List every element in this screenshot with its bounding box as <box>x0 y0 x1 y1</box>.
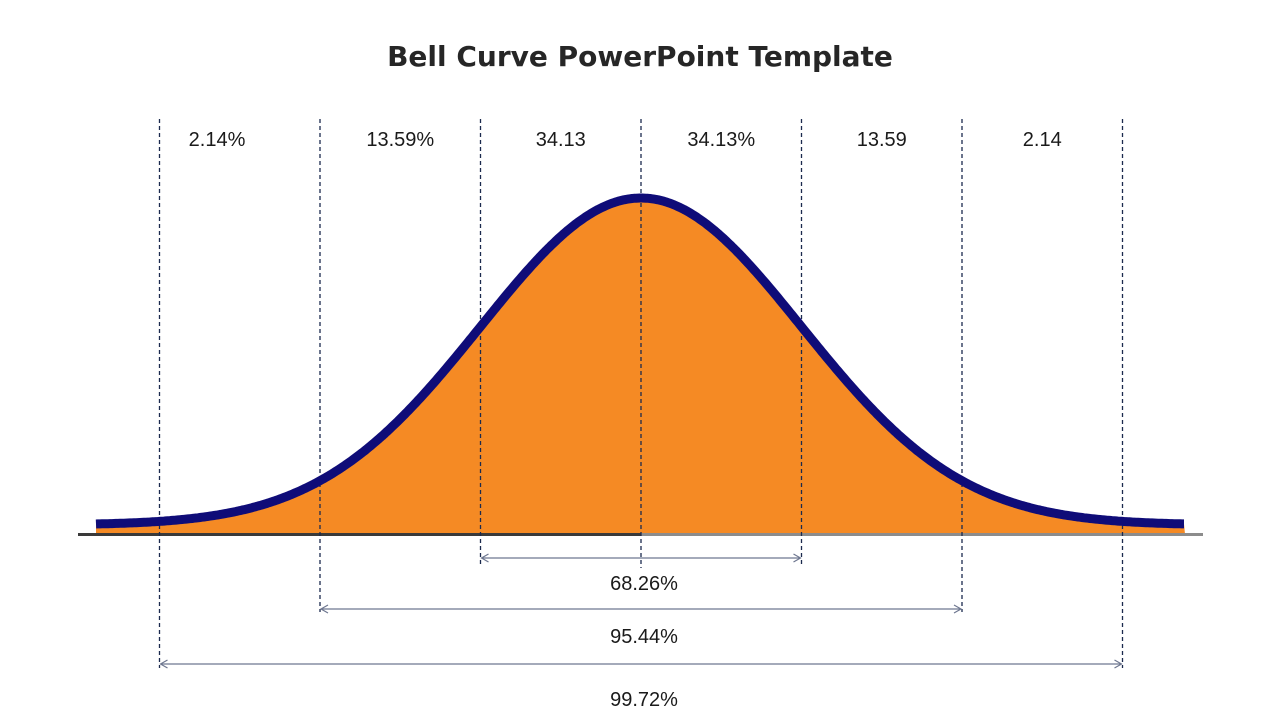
range-arrowhead-left <box>159 659 168 669</box>
segment-label: 2.14 <box>1023 129 1062 151</box>
segment-label: 34.13 <box>536 129 586 151</box>
bell-curve-line <box>93 193 1187 529</box>
slide-title: Bell Curve PowerPoint Template <box>387 40 893 73</box>
range-label: 68.26% <box>610 573 678 595</box>
range-arrowhead-left <box>480 553 489 563</box>
segment-label: 34.13% <box>687 129 755 151</box>
range-label: 95.44% <box>610 626 678 648</box>
segment-label: 13.59 <box>857 129 907 151</box>
range-label: 99.72% <box>610 689 678 711</box>
segment-label: 13.59% <box>366 129 434 151</box>
segment-label: 2.14% <box>189 129 246 151</box>
range-arrowhead-right <box>793 553 802 563</box>
range-arrowhead-left <box>319 604 329 614</box>
range-arrowhead-right <box>1114 659 1123 669</box>
range-arrowhead-right <box>953 604 963 614</box>
